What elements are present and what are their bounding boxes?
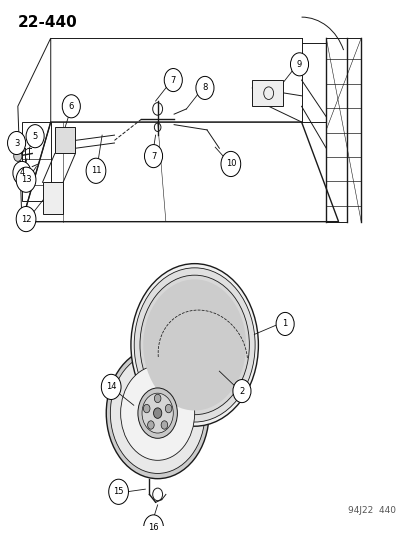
- Circle shape: [109, 479, 128, 504]
- Text: 15: 15: [113, 487, 123, 496]
- Text: 8: 8: [202, 84, 207, 92]
- Circle shape: [7, 132, 26, 155]
- Circle shape: [14, 151, 22, 161]
- Circle shape: [233, 379, 250, 402]
- Circle shape: [143, 279, 245, 410]
- Bar: [43, 182, 63, 214]
- Circle shape: [106, 348, 209, 479]
- Circle shape: [16, 206, 36, 232]
- Text: 5: 5: [32, 132, 38, 141]
- Circle shape: [144, 144, 162, 168]
- Circle shape: [101, 374, 121, 399]
- Circle shape: [16, 167, 36, 192]
- Circle shape: [86, 158, 106, 183]
- Circle shape: [147, 421, 154, 429]
- Text: 12: 12: [21, 215, 31, 223]
- Text: 22-440: 22-440: [18, 14, 77, 29]
- Circle shape: [275, 312, 294, 335]
- Circle shape: [120, 366, 194, 461]
- Circle shape: [154, 394, 161, 402]
- Circle shape: [165, 405, 171, 413]
- Circle shape: [143, 515, 163, 533]
- Circle shape: [143, 405, 150, 413]
- Circle shape: [110, 353, 204, 473]
- Circle shape: [221, 151, 240, 176]
- Text: 14: 14: [106, 382, 116, 391]
- Text: 6: 6: [69, 102, 74, 111]
- Text: 3: 3: [14, 139, 19, 148]
- Text: 7: 7: [170, 76, 176, 85]
- Circle shape: [26, 125, 44, 148]
- Circle shape: [142, 393, 173, 433]
- Text: 4: 4: [19, 168, 24, 177]
- Text: 10: 10: [225, 159, 235, 168]
- Text: 16: 16: [148, 523, 159, 532]
- Text: 94J22  440: 94J22 440: [347, 506, 395, 515]
- Bar: [55, 127, 75, 154]
- Bar: [252, 80, 282, 106]
- Circle shape: [195, 76, 214, 100]
- Circle shape: [290, 53, 308, 76]
- Circle shape: [164, 69, 182, 92]
- Circle shape: [153, 408, 161, 418]
- Circle shape: [13, 161, 31, 184]
- Text: 9: 9: [296, 60, 301, 69]
- Text: 7: 7: [150, 151, 156, 160]
- Circle shape: [62, 95, 80, 118]
- Circle shape: [131, 264, 258, 426]
- Circle shape: [134, 268, 254, 422]
- Circle shape: [161, 421, 167, 429]
- Circle shape: [140, 275, 249, 415]
- Text: 1: 1: [282, 319, 287, 328]
- Text: 13: 13: [21, 175, 31, 184]
- Text: 11: 11: [90, 166, 101, 175]
- Text: 2: 2: [239, 386, 244, 395]
- Circle shape: [138, 388, 177, 438]
